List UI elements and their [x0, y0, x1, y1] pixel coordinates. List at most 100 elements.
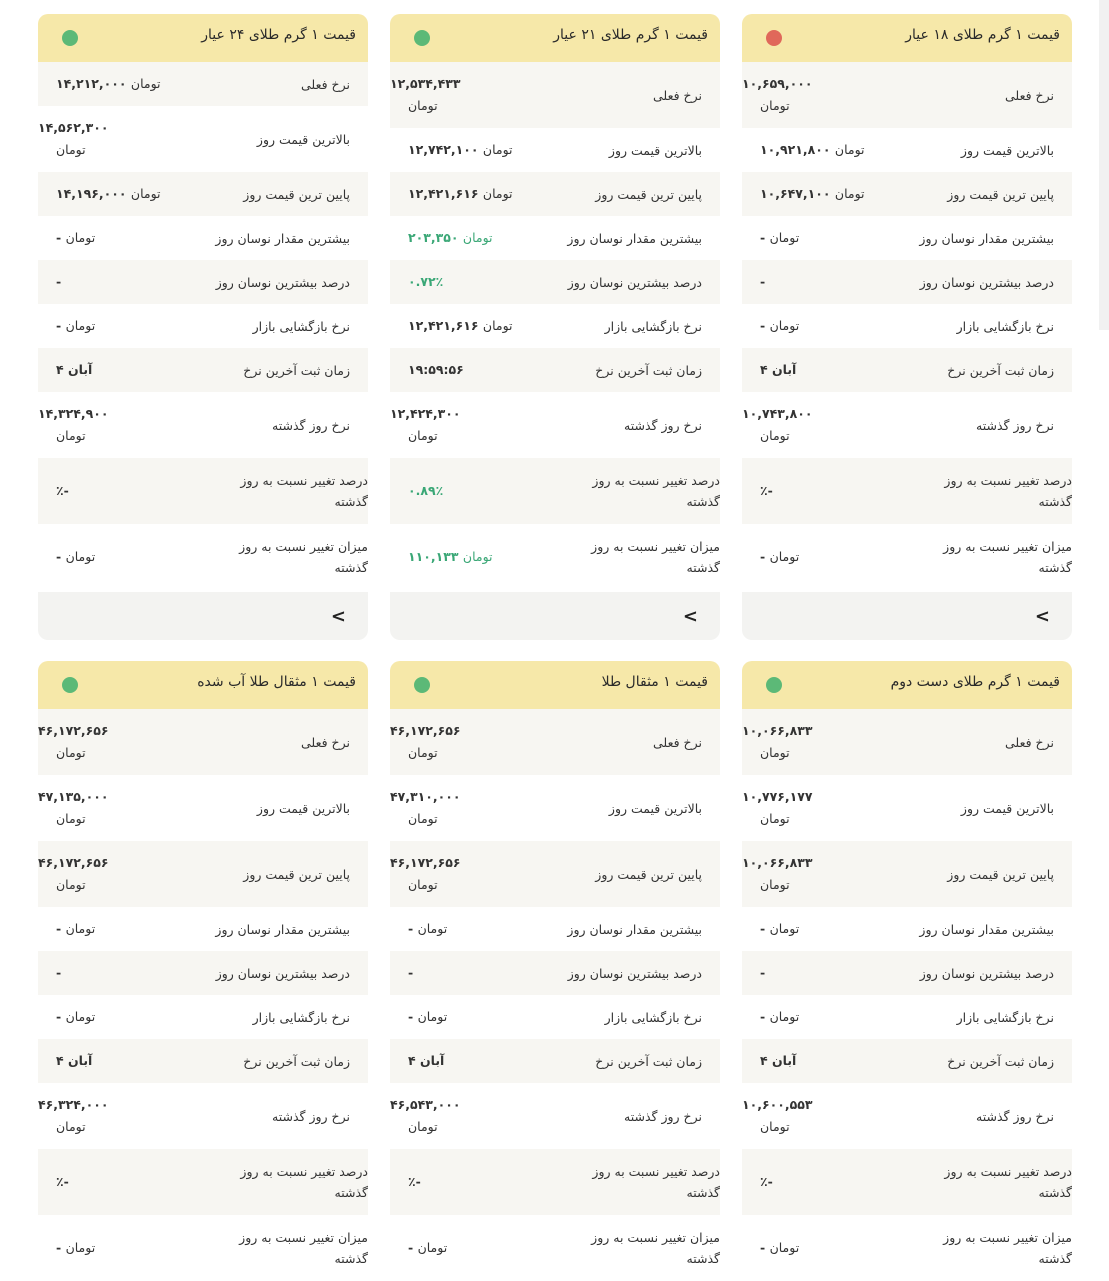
row-value: - تومان: [38, 546, 95, 568]
table-row: - تومان میزان تغییر نسبت به روز گذشته: [38, 1215, 368, 1281]
row-value: ۱۲,۴۲۴,۳۰۰ تومان: [390, 403, 461, 447]
table-row: ۱۰,۷۴۳,۸۰۰ تومان نرخ روز گذشته: [742, 392, 1072, 458]
row-label: بیشترین مقدار نوسان روز: [567, 921, 702, 937]
status-dot-icon: [62, 677, 78, 693]
table-row: ٪- درصد تغییر نسبت به روز گذشته: [38, 458, 368, 524]
chevron-left-icon[interactable]: <: [1034, 606, 1050, 627]
table-row: ۱۲,۵۳۴,۴۳۳ تومان نرخ فعلی: [390, 62, 720, 128]
row-value: ۴۶,۵۴۳,۰۰۰ تومان: [390, 1094, 461, 1138]
value-unit: تومان: [130, 186, 161, 201]
value-unit: تومان: [769, 921, 800, 936]
value-unit: تومان: [408, 1119, 438, 1134]
table-row: ۴۶,۳۲۴,۰۰۰ تومان نرخ روز گذشته: [38, 1083, 368, 1149]
row-label: زمان ثبت آخرین نرخ: [595, 1053, 702, 1069]
row-label: بیشترین مقدار نوسان روز: [215, 230, 350, 246]
row-label: میزان تغییر نسبت به روز گذشته: [591, 1230, 720, 1266]
row-label: نرخ روز گذشته: [272, 417, 350, 433]
card-title: قیمت ۱ گرم طلای ۲۱ عیار: [553, 27, 708, 43]
row-label: نرخ فعلی: [653, 734, 702, 750]
card-header: قیمت ۱ گرم طلای ۲۴ عیار: [38, 14, 368, 62]
value-number: ۱۲,۵۳۴,۴۳۳: [390, 76, 461, 91]
card-header: قیمت ۱ گرم طلای ۱۸ عیار: [742, 14, 1072, 62]
value-number: -: [56, 965, 62, 980]
table-row: - تومان میزان تغییر نسبت به روز گذشته: [742, 524, 1072, 590]
value-unit: تومان: [834, 142, 865, 157]
value-number: ۲۰۳,۳۵۰: [408, 230, 459, 245]
table-row: ۰.۸۹٪ درصد تغییر نسبت به روز گذشته: [390, 458, 720, 524]
row-value: ۱۲,۴۲۱,۶۱۶ تومان: [390, 183, 513, 205]
card-title: قیمت ۱ مثقال طلا آب شده: [197, 674, 356, 690]
value-number: ۱۴,۵۶۲,۳۰۰: [38, 120, 109, 135]
row-label: درصد بیشترین نوسان روز: [215, 965, 350, 981]
value-number: ۴۷,۱۳۵,۰۰۰: [38, 789, 109, 804]
row-value: -: [38, 962, 61, 984]
status-dot-icon: [766, 677, 782, 693]
row-value: -: [38, 271, 61, 293]
value-number: -: [760, 274, 766, 289]
row-label: درصد تغییر نسبت به روز گذشته: [944, 473, 1072, 509]
value-unit: تومان: [56, 745, 86, 760]
row-value: ۴ آبان: [742, 1050, 796, 1072]
row-label: زمان ثبت آخرین نرخ: [947, 1053, 1054, 1069]
value-unit: تومان: [769, 549, 800, 564]
row-label: میزان تغییر نسبت به روز گذشته: [239, 1230, 368, 1266]
chevron-left-icon[interactable]: <: [330, 606, 346, 627]
row-label: بیشترین مقدار نوسان روز: [215, 921, 350, 937]
value-unit: تومان: [417, 921, 448, 936]
value-number: -: [408, 965, 414, 980]
value-unit: تومان: [56, 428, 86, 443]
card-footer[interactable]: <: [390, 592, 720, 640]
row-label: نرخ روز گذشته: [624, 417, 702, 433]
row-value: ۱۰,۶۴۷,۱۰۰ تومان: [742, 183, 865, 205]
table-row: ۴۶,۱۷۲,۶۵۶ تومان نرخ فعلی: [38, 709, 368, 775]
table-row: - تومان بیشترین مقدار نوسان روز: [38, 216, 368, 260]
row-value: - تومان: [742, 918, 799, 940]
table-row: ۱۰,۶۴۷,۱۰۰ تومان پایین ترین قیمت روز: [742, 172, 1072, 216]
row-label: زمان ثبت آخرین نرخ: [243, 362, 350, 378]
row-label: درصد تغییر نسبت به روز گذشته: [240, 1164, 368, 1200]
row-label: نرخ فعلی: [301, 76, 350, 92]
table-row: ۴ آبان زمان ثبت آخرین نرخ: [390, 1039, 720, 1083]
chevron-left-icon[interactable]: <: [682, 606, 698, 627]
table-row: ۴ آبان زمان ثبت آخرین نرخ: [38, 348, 368, 392]
value-unit: تومان: [65, 318, 96, 333]
row-label: میزان تغییر نسبت به روز گذشته: [591, 539, 720, 575]
value-number: ۱۴,۳۲۴,۹۰۰: [38, 406, 109, 421]
row-label: نرخ بازگشایی بازار: [956, 318, 1054, 334]
table-row: ٪- درصد تغییر نسبت به روز گذشته: [742, 458, 1072, 524]
row-label: نرخ فعلی: [653, 87, 702, 103]
table-row: - تومان بیشترین مقدار نوسان روز: [742, 907, 1072, 951]
value-unit: تومان: [65, 921, 96, 936]
table-row: ۱۲,۴۲۱,۶۱۶ تومان پایین ترین قیمت روز: [390, 172, 720, 216]
table-row: ۱۹:۵۹:۵۶ زمان ثبت آخرین نرخ: [390, 348, 720, 392]
scrollbar[interactable]: [1099, 0, 1109, 330]
row-value: ٪-: [38, 480, 69, 502]
row-value: ۴ آبان: [742, 359, 796, 381]
row-label: درصد بیشترین نوسان روز: [567, 965, 702, 981]
value-number: -: [408, 921, 414, 936]
table-row: ۴۶,۱۷۲,۶۵۶ تومان نرخ فعلی: [390, 709, 720, 775]
value-number: ۴ آبان: [760, 1053, 797, 1068]
row-value: ٪-: [742, 1171, 773, 1193]
row-label: پایین ترین قیمت روز: [947, 186, 1054, 202]
value-number: -: [56, 274, 62, 289]
row-value: - تومان: [390, 918, 447, 940]
value-number: ۴۶,۱۷۲,۶۵۶: [38, 855, 109, 870]
table-row: ۴۷,۳۱۰,۰۰۰ تومان بالاترین قیمت روز: [390, 775, 720, 841]
row-value: - تومان: [38, 1237, 95, 1259]
table-row: - تومان میزان تغییر نسبت به روز گذشته: [390, 1215, 720, 1281]
row-value: ۱۰,۶۵۹,۰۰۰ تومان: [742, 73, 813, 117]
value-unit: تومان: [417, 1240, 448, 1255]
value-number: ۰.۸۹٪: [408, 483, 444, 498]
row-value: ٪-: [390, 1171, 421, 1193]
table-row: - درصد بیشترین نوسان روز: [38, 260, 368, 304]
card-footer[interactable]: <: [38, 592, 368, 640]
row-label: میزان تغییر نسبت به روز گذشته: [943, 1230, 1072, 1266]
row-label: بیشترین مقدار نوسان روز: [919, 230, 1054, 246]
table-row: ٪- درصد تغییر نسبت به روز گذشته: [390, 1149, 720, 1215]
value-number: ۱۲,۷۴۲,۱۰۰: [408, 142, 479, 157]
row-label: درصد بیشترین نوسان روز: [919, 965, 1054, 981]
row-label: پایین ترین قیمت روز: [595, 866, 702, 882]
value-unit: تومان: [482, 318, 513, 333]
card-footer[interactable]: <: [742, 592, 1072, 640]
